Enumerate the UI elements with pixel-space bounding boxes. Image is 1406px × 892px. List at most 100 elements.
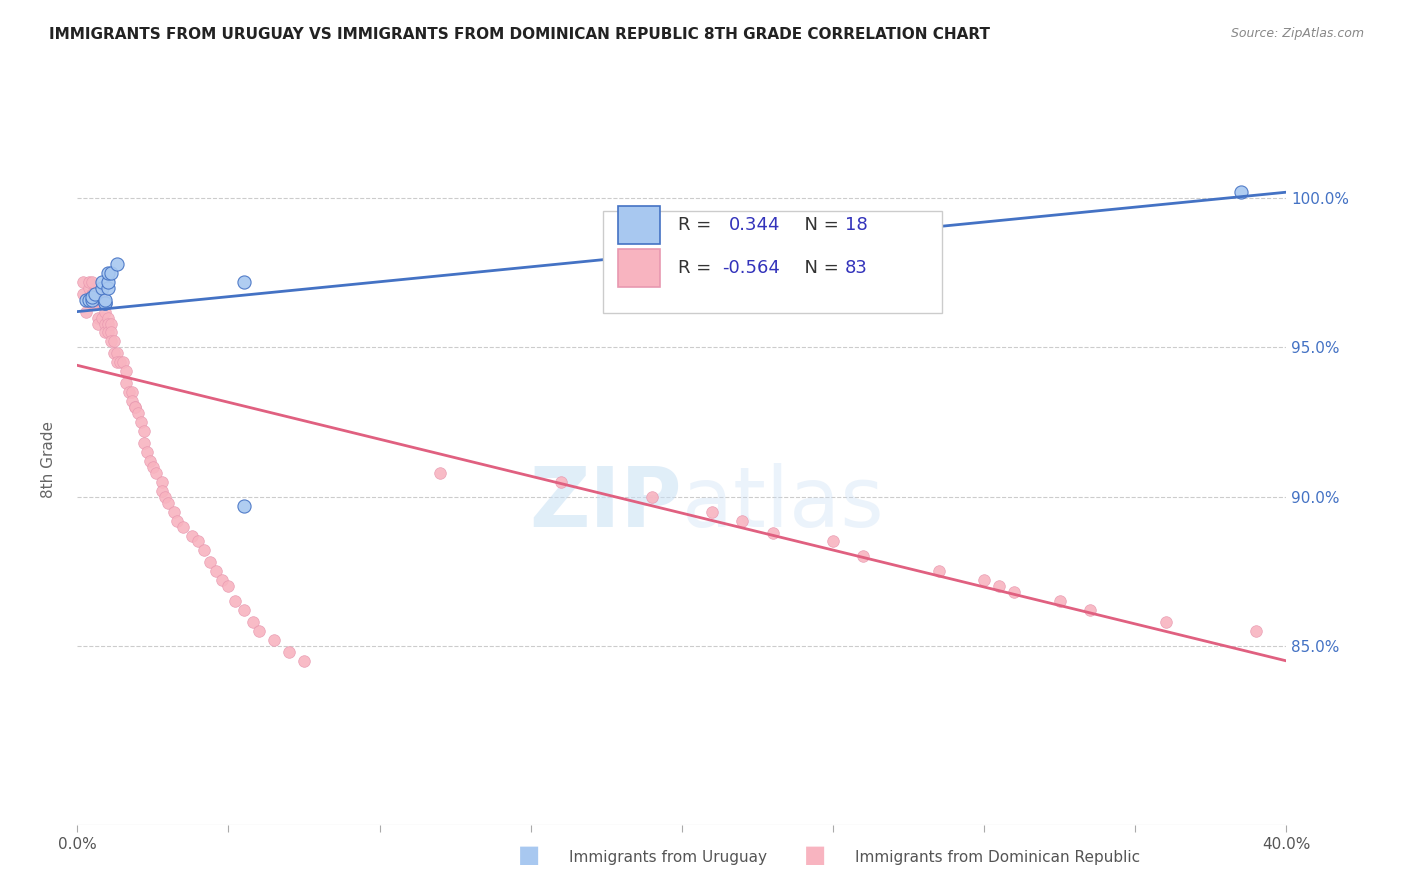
Text: ZIP: ZIP	[530, 463, 682, 544]
Point	[84, 286, 107, 301]
Point	[96, 326, 118, 340]
FancyBboxPatch shape	[617, 250, 661, 287]
Point	[79, 275, 101, 289]
Point	[90, 310, 112, 325]
FancyBboxPatch shape	[617, 205, 661, 244]
Point	[247, 624, 270, 638]
Text: 18: 18	[845, 216, 868, 234]
Text: 83: 83	[845, 260, 868, 277]
Point	[232, 499, 254, 513]
Point	[150, 483, 173, 498]
Point	[93, 295, 115, 310]
Point	[82, 295, 104, 310]
Point	[172, 519, 194, 533]
Point	[121, 394, 143, 409]
Point	[93, 295, 115, 310]
Point	[145, 466, 167, 480]
Point	[1049, 594, 1071, 608]
Point	[82, 286, 104, 301]
Point	[75, 293, 97, 307]
Text: Immigrants from Uruguay: Immigrants from Uruguay	[569, 850, 768, 865]
Point	[108, 355, 131, 369]
Point	[96, 317, 118, 331]
Point	[87, 310, 110, 325]
Point	[103, 346, 125, 360]
Point	[263, 632, 285, 647]
Point	[79, 293, 101, 307]
Point	[232, 275, 254, 289]
Text: ■: ■	[517, 843, 540, 867]
Point	[242, 615, 264, 629]
Point	[93, 317, 115, 331]
Point	[114, 376, 136, 391]
Point	[187, 534, 209, 549]
Point	[132, 436, 155, 450]
Point	[218, 579, 240, 593]
Point	[550, 475, 572, 489]
Text: R =: R =	[678, 216, 723, 234]
Point	[166, 514, 188, 528]
Point	[96, 310, 118, 325]
Point	[193, 543, 215, 558]
Point	[90, 295, 112, 310]
Point	[278, 645, 301, 659]
Point	[114, 364, 136, 378]
Point	[93, 326, 115, 340]
Point	[641, 490, 664, 504]
Point	[96, 281, 118, 295]
Text: ■: ■	[804, 843, 827, 867]
Point	[93, 304, 115, 318]
Text: Source: ZipAtlas.com: Source: ZipAtlas.com	[1230, 27, 1364, 40]
Point	[429, 466, 451, 480]
Point	[1230, 185, 1253, 199]
Point	[90, 275, 112, 289]
Point	[211, 574, 233, 588]
Point	[157, 496, 180, 510]
Point	[163, 505, 186, 519]
Text: N =: N =	[793, 216, 845, 234]
Point	[139, 454, 162, 468]
Point	[93, 293, 115, 307]
Point	[852, 549, 875, 564]
Text: atlas: atlas	[682, 463, 883, 544]
Point	[135, 445, 157, 459]
Point	[232, 603, 254, 617]
Point	[821, 534, 844, 549]
Text: 0.344: 0.344	[730, 216, 780, 234]
Point	[79, 281, 101, 295]
Point	[731, 514, 754, 528]
Point	[121, 385, 143, 400]
Point	[82, 275, 104, 289]
Point	[105, 346, 128, 360]
Text: N =: N =	[793, 260, 845, 277]
Point	[75, 304, 97, 318]
Point	[87, 295, 110, 310]
Point	[90, 286, 112, 301]
Point	[72, 286, 94, 301]
Point	[105, 355, 128, 369]
Point	[100, 326, 122, 340]
Point	[181, 528, 204, 542]
Point	[111, 355, 134, 369]
Point	[973, 574, 995, 588]
Point	[1004, 585, 1026, 599]
Point	[224, 594, 246, 608]
Point	[153, 490, 176, 504]
Point	[988, 579, 1011, 593]
Point	[105, 257, 128, 271]
Point	[90, 281, 112, 295]
Point	[702, 505, 724, 519]
Point	[118, 385, 141, 400]
Point	[129, 415, 152, 429]
Point	[100, 334, 122, 349]
Point	[84, 295, 107, 310]
Text: Immigrants from Dominican Republic: Immigrants from Dominican Republic	[855, 850, 1140, 865]
Point	[205, 565, 228, 579]
Point	[150, 475, 173, 489]
Point	[84, 286, 107, 301]
Y-axis label: 8th Grade: 8th Grade	[41, 421, 56, 498]
Point	[132, 424, 155, 438]
Point	[100, 317, 122, 331]
Point	[124, 400, 146, 414]
Point	[72, 275, 94, 289]
